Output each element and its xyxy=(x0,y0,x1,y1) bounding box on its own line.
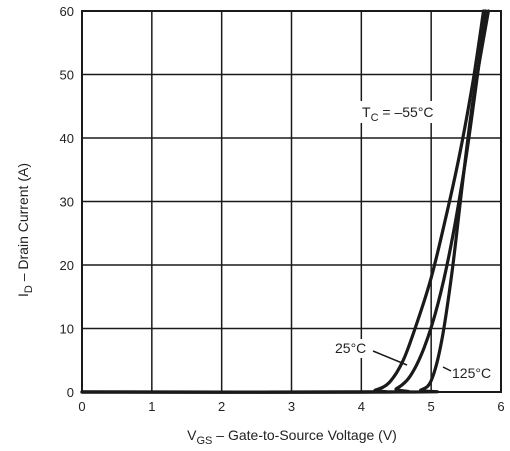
y-tick-label: 60 xyxy=(60,4,74,19)
series-label-25: 25°C xyxy=(335,340,366,356)
y-tick-label: 30 xyxy=(60,195,74,210)
y-axis-label: ID – Drain Current (A) xyxy=(15,163,35,297)
y-tick-label: 50 xyxy=(60,68,74,83)
plot-frame xyxy=(81,10,502,393)
leader-25 xyxy=(372,350,408,366)
x-tick-label: 1 xyxy=(148,399,155,414)
y-tick-label: 10 xyxy=(60,322,74,337)
x-tick-label: 6 xyxy=(497,399,504,414)
y-tick-label: 20 xyxy=(60,258,74,273)
x-tick-label: 3 xyxy=(288,399,295,414)
label-25-bg xyxy=(333,339,375,358)
grid xyxy=(81,10,502,393)
x-axis-label: VGS – Gate-to-Source Voltage (V) xyxy=(187,427,397,447)
series-label-minus55: TC = –55°C xyxy=(362,104,434,124)
tc-label-bg xyxy=(360,101,452,123)
x-tick-label: 0 xyxy=(78,399,85,414)
series-label-125: 125°C xyxy=(452,365,491,381)
y-tick-label: 40 xyxy=(60,131,74,146)
leader-125 xyxy=(442,366,452,372)
y-tick-label: 0 xyxy=(67,385,74,400)
x-tick-label: 2 xyxy=(218,399,225,414)
x-tick-label: 5 xyxy=(428,399,435,414)
x-tick-label: 4 xyxy=(358,399,365,414)
